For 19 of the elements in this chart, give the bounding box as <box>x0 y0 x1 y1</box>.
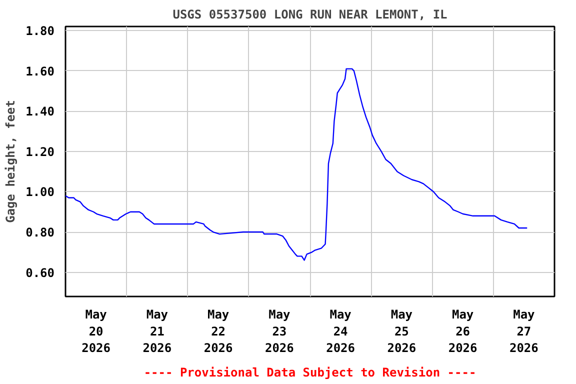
y-tick-label: 1.60 <box>26 64 55 78</box>
y-tick-label: 0.60 <box>26 266 55 280</box>
x-tick-label: May 24 2026 <box>326 308 356 356</box>
chart-title: USGS 05537500 LONG RUN NEAR LEMONT, IL <box>172 8 448 22</box>
x-tick-label: May 23 2026 <box>264 308 294 356</box>
x-tick-label: May 26 2026 <box>448 308 478 356</box>
y-axis-title: Gage height, feet <box>4 100 18 223</box>
y-tick-label: 1.40 <box>26 104 55 119</box>
line-series <box>66 68 528 261</box>
text: ---- Provisional Data Subject to Revision ---- <box>144 366 476 380</box>
y-tick-label: 1.20 <box>26 144 55 159</box>
x-tick-label: May 21 2026 <box>142 308 172 356</box>
y-tick-label: 0.80 <box>26 226 55 240</box>
x-tick-label: May 27 2026 <box>509 308 538 356</box>
x-tick-label: May 20 2026 <box>82 308 111 356</box>
y-tick-label: 1.80 <box>26 24 55 38</box>
x-tick-label: May 25 2026 <box>387 308 416 356</box>
y-tick-label: 1.00 <box>26 185 55 200</box>
x-tick-label: May 22 2026 <box>204 308 233 356</box>
